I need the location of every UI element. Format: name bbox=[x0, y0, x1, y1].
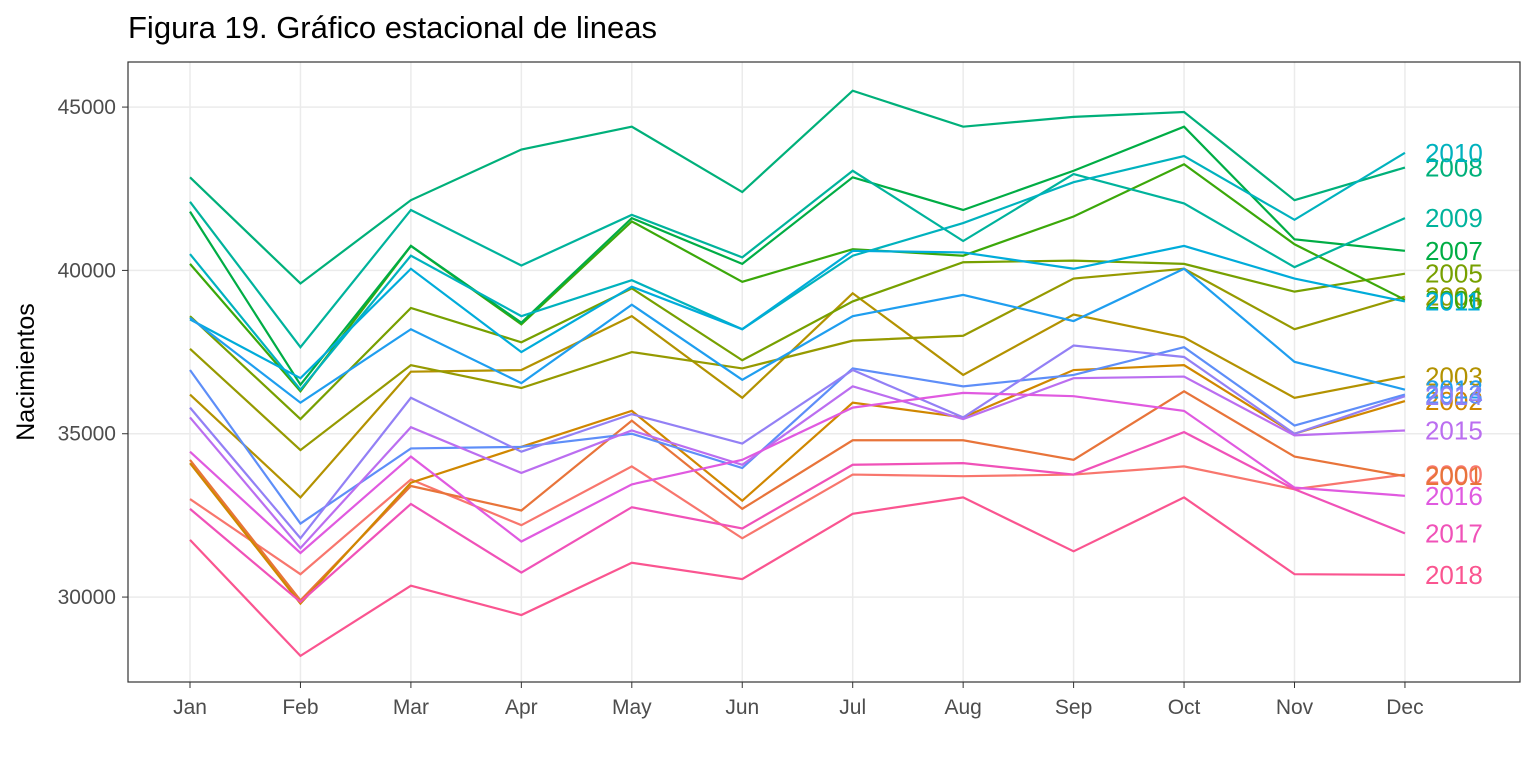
series-label: 2014 bbox=[1425, 381, 1483, 411]
x-tick-label: Dec bbox=[1386, 696, 1423, 719]
x-tick-label: Apr bbox=[505, 696, 538, 719]
x-tick-label: Aug bbox=[944, 696, 981, 719]
series-label: 2008 bbox=[1425, 153, 1483, 183]
series-label: 2005 bbox=[1425, 259, 1483, 289]
series-label: 2004 bbox=[1425, 282, 1483, 312]
series-label: 2000 bbox=[1425, 460, 1483, 490]
series-label: 2017 bbox=[1425, 518, 1483, 548]
series-line bbox=[189, 244, 1406, 380]
x-tick-label: Sep bbox=[1055, 696, 1092, 719]
series-label: 2018 bbox=[1425, 560, 1483, 590]
series-label: 2003 bbox=[1425, 362, 1483, 392]
series-label: 2010 bbox=[1425, 138, 1483, 168]
series-line bbox=[189, 375, 1405, 550]
grid bbox=[122, 62, 1520, 688]
series-line bbox=[189, 259, 1406, 421]
series-line bbox=[189, 389, 1406, 603]
lines bbox=[189, 89, 1406, 658]
series-label: 2015 bbox=[1425, 415, 1483, 445]
series-label: 2011 bbox=[1425, 286, 1481, 316]
series-line bbox=[189, 169, 1406, 349]
x-tick-label: Nov bbox=[1276, 696, 1314, 719]
x-tick-label: Jul bbox=[839, 696, 866, 719]
series-line bbox=[189, 430, 1406, 604]
series-line bbox=[189, 364, 1406, 606]
series-label: 2009 bbox=[1425, 203, 1483, 233]
x-tick-label: Oct bbox=[1168, 696, 1201, 719]
series-line bbox=[189, 345, 1406, 526]
series-label: 2012 bbox=[1425, 375, 1483, 405]
series-line bbox=[189, 125, 1406, 387]
series-line bbox=[189, 344, 1406, 541]
series-label: 2006 bbox=[1425, 285, 1483, 315]
chart-title: Figura 19. Gráfico estacional de lineas bbox=[128, 10, 657, 45]
y-tick-label: 45000 bbox=[58, 96, 116, 119]
series-label: 2007 bbox=[1425, 236, 1483, 266]
series-line bbox=[189, 291, 1406, 500]
series-label: 2013 bbox=[1425, 380, 1483, 410]
series-line bbox=[189, 267, 1406, 405]
series-line bbox=[189, 162, 1406, 394]
series-label: 2016 bbox=[1425, 481, 1483, 511]
series-line bbox=[189, 151, 1406, 392]
y-tick-label: 40000 bbox=[58, 259, 116, 282]
series-label: 2001 bbox=[1425, 461, 1483, 491]
series-label: 2002 bbox=[1425, 386, 1483, 416]
y-tick-label: 30000 bbox=[58, 586, 116, 609]
x-tick-label: May bbox=[612, 696, 652, 719]
plot-border bbox=[127, 61, 1521, 683]
x-tick-label: Jan bbox=[173, 696, 207, 719]
x-tick-label: Mar bbox=[393, 696, 429, 719]
series-line bbox=[189, 89, 1406, 285]
x-tick-label: Jun bbox=[725, 696, 759, 719]
series-line bbox=[189, 391, 1406, 555]
series-line bbox=[189, 465, 1406, 576]
x-tick-label: Feb bbox=[282, 696, 318, 719]
series-line bbox=[189, 496, 1405, 658]
series-line bbox=[189, 267, 1406, 452]
y-tick-label: 35000 bbox=[58, 423, 116, 446]
y-axis-label: Nacimientos bbox=[12, 303, 40, 441]
